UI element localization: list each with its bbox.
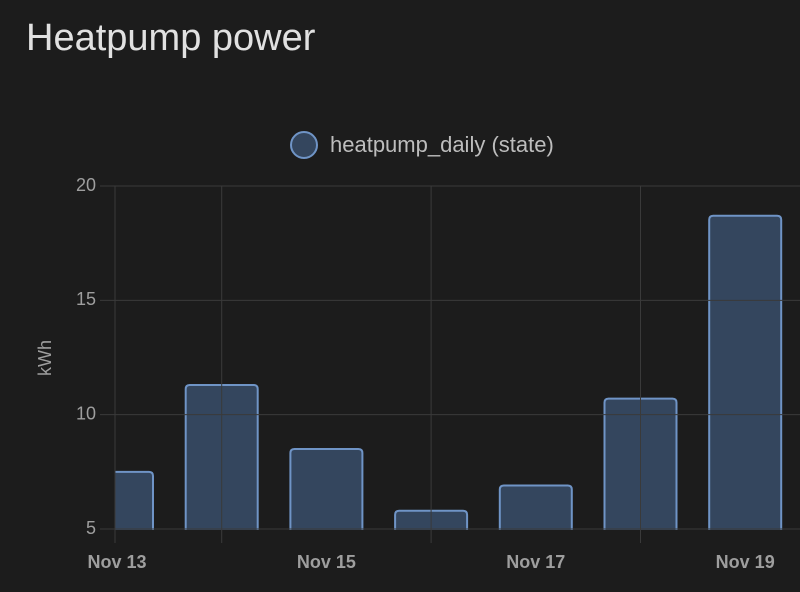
- x-tick-label: Nov 19: [716, 552, 775, 572]
- legend-label: heatpump_daily (state): [330, 132, 554, 157]
- x-tick-label: Nov 13: [87, 552, 146, 572]
- bar: [115, 470, 154, 530]
- bar: [708, 214, 783, 530]
- y-tick-label: 10: [76, 403, 96, 423]
- x-tick-label: Nov 15: [297, 552, 356, 572]
- y-tick-label: 15: [76, 289, 96, 309]
- x-tick-label: Nov 17: [506, 552, 565, 572]
- legend-swatch: [290, 131, 318, 159]
- card-title: Heatpump power: [26, 17, 316, 59]
- y-axis-label: kWh: [35, 340, 55, 376]
- y-tick-label: 20: [76, 175, 96, 195]
- y-tick-label: 5: [86, 518, 96, 538]
- bar: [289, 447, 364, 530]
- bar: [498, 484, 573, 530]
